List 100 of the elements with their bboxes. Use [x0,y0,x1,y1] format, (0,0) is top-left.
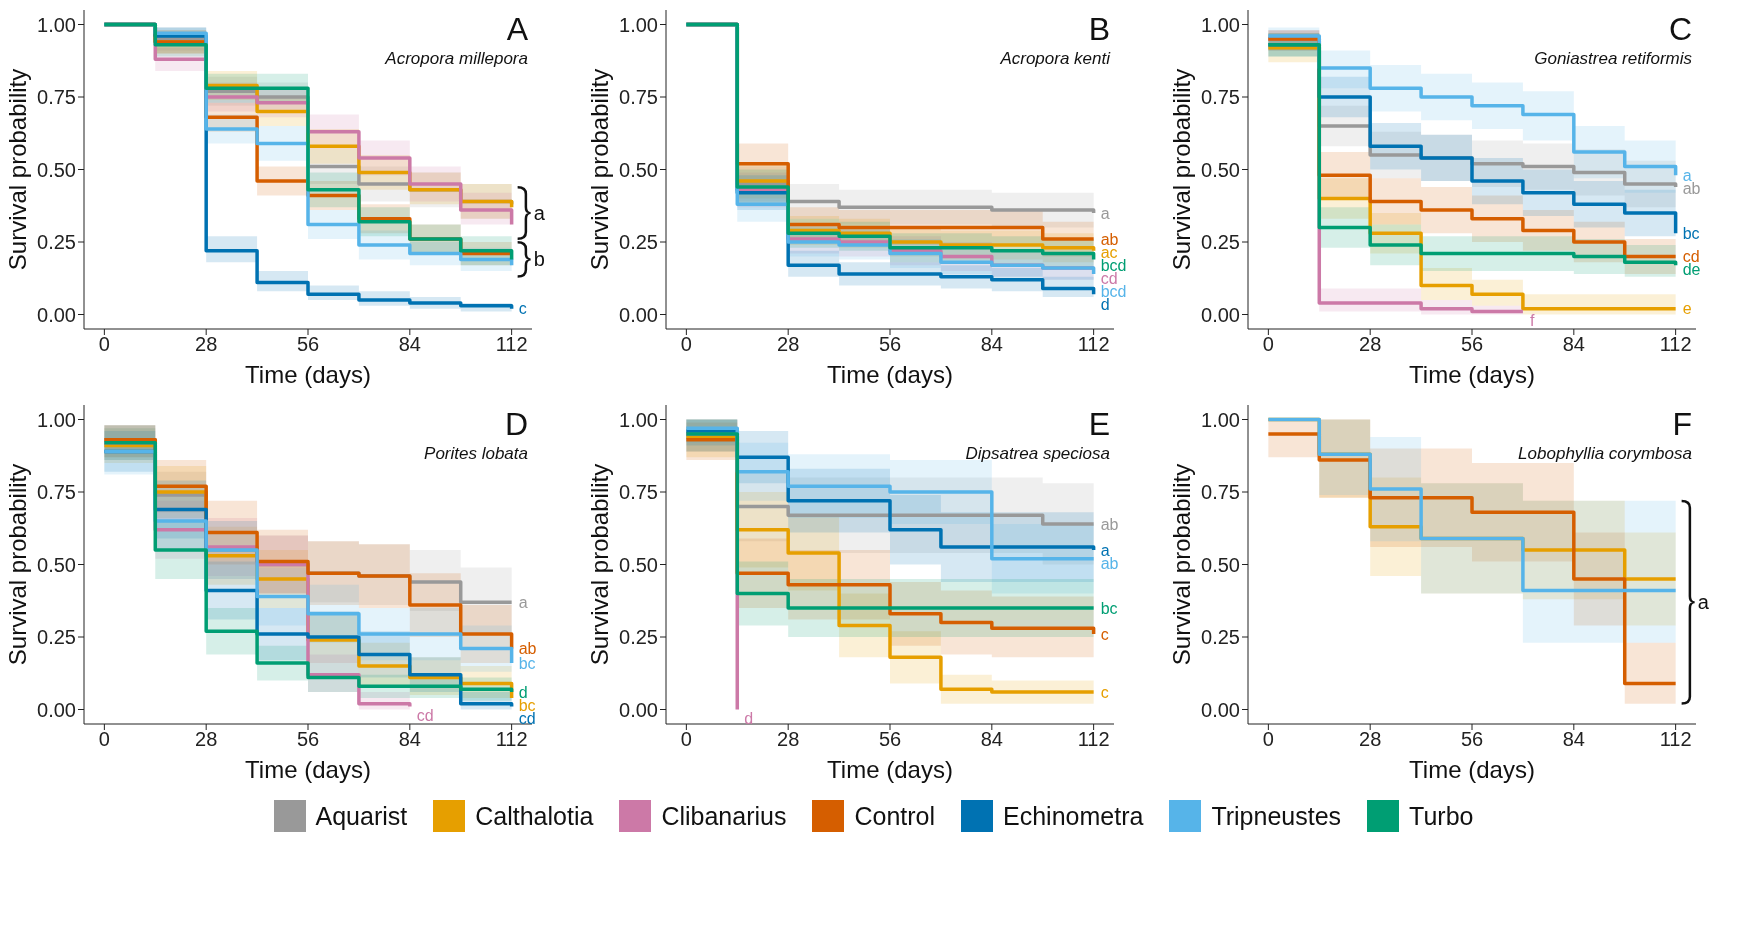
data-label: c [1100,683,1109,701]
x-tick-label: 28 [777,333,800,356]
data-label: f [1529,311,1535,329]
y-axis-title: Survival probability [1168,68,1195,271]
y-tick-label: 1.00 [37,408,76,431]
y-tick-label: 0.75 [1201,481,1240,504]
y-tick-label: 0.50 [1201,158,1240,181]
legend-label: Turbo [1409,801,1474,831]
x-tick-label: 56 [878,728,902,751]
x-tick-label: 0 [1262,728,1274,751]
x-tick-label: 56 [296,333,320,356]
data-label: bc [1100,599,1118,617]
y-tick-label: 0.50 [37,553,76,576]
x-tick-label: 84 [398,333,421,356]
x-tick-label: 112 [1077,333,1110,356]
x-tick-label: 0 [98,728,110,751]
x-tick-label: 112 [1659,728,1692,751]
data-label: a [518,593,528,611]
x-tick-label: 84 [1562,333,1585,356]
y-tick-label: 0.00 [1201,303,1240,326]
text: a [533,202,546,224]
text: a [1697,591,1710,614]
x-axis-title: Time (days) [245,361,371,388]
chart-title: F [1672,406,1692,442]
legend-label: Aquarist [315,801,408,831]
x-tick-label: 56 [878,333,902,356]
text: Porites lobata [424,444,528,463]
x-tick-label: 112 [495,728,528,751]
y-axis-title: Survival probability [4,463,31,666]
x-tick-label: 0 [1262,333,1274,356]
text: Dipsatrea speciosa [965,444,1110,463]
legend-label: Tripneustes [1211,801,1342,831]
text: b [533,248,545,271]
x-axis-title: Time (days) [1409,756,1535,783]
y-tick-label: 0.00 [1201,698,1240,721]
y-tick-label: 1.00 [1201,408,1240,431]
x-tick-label: 0 [680,728,692,751]
y-axis-title: Survival probability [4,68,31,271]
x-axis-title: Time (days) [245,756,371,783]
x-tick-label: 0 [680,333,692,356]
y-tick-label: 0.25 [619,626,658,649]
y-tick-label: 0.00 [619,303,658,326]
y-tick-label: 0.75 [37,86,76,109]
data-label: de [1682,261,1701,279]
x-tick-label: 84 [1562,728,1585,751]
data-label: a [1682,166,1692,184]
y-tick-label: 0.00 [37,698,76,721]
legend-label: Echinometra [1003,801,1144,831]
x-tick-label: 84 [398,728,421,751]
x-tick-label: 28 [195,333,218,356]
text: Goniastrea retiformis [1534,49,1693,68]
y-tick-label: 0.00 [619,698,658,721]
text: Acropora millepora [384,49,528,68]
y-tick-label: 0.50 [37,158,76,181]
data-label: c [518,300,527,318]
data-label: c [1100,625,1109,643]
y-tick-label: 0.25 [37,231,76,254]
x-tick-label: 28 [1359,333,1382,356]
data-label: ab [1100,515,1119,533]
data-label: ab [1100,230,1119,248]
x-axis-title: Time (days) [827,756,953,783]
y-tick-label: 0.25 [1201,231,1240,254]
y-tick-label: 0.75 [37,481,76,504]
data-label: a [1100,204,1110,222]
legend-label: Clibanarius [661,801,787,831]
x-tick-label: 112 [1077,728,1110,751]
legend-label: Calthalotia [475,801,594,831]
y-tick-label: 0.75 [619,481,658,504]
legend-label: Control [854,801,936,831]
data-label: e [1682,300,1692,318]
y-tick-label: 0.50 [1201,553,1240,576]
y-tick-label: 0.50 [619,158,658,181]
x-tick-label: 0 [98,333,110,356]
y-tick-label: 1.00 [619,408,658,431]
y-tick-label: 0.25 [619,231,658,254]
data-label: bc [1682,224,1700,242]
y-axis-title: Survival probability [586,68,613,271]
x-tick-label: 56 [1460,728,1484,751]
chart-title: A [506,11,529,47]
text: Acropora kenti [999,49,1112,68]
text: Lobophyllia corymbosa [1518,444,1692,463]
x-tick-label: 28 [195,728,218,751]
y-tick-label: 0.75 [1201,86,1240,109]
data-label: cd [416,706,434,724]
x-axis-title: Time (days) [827,361,953,388]
chart-title: C [1668,11,1692,47]
chart-title: E [1088,406,1110,442]
x-tick-label: 84 [980,728,1003,751]
y-tick-label: 1.00 [37,13,76,36]
chart-title: D [504,406,528,442]
y-axis-title: Survival probability [586,463,613,666]
x-tick-label: 112 [1659,333,1692,356]
y-tick-label: 0.50 [619,553,658,576]
x-tick-label: 56 [1460,333,1484,356]
y-tick-label: 1.00 [619,13,658,36]
y-axis-title: Survival probability [1168,463,1195,666]
y-tick-label: 0.75 [619,86,658,109]
x-tick-label: 28 [1359,728,1382,751]
chart-title: B [1088,11,1110,47]
x-axis-title: Time (days) [1409,361,1535,388]
